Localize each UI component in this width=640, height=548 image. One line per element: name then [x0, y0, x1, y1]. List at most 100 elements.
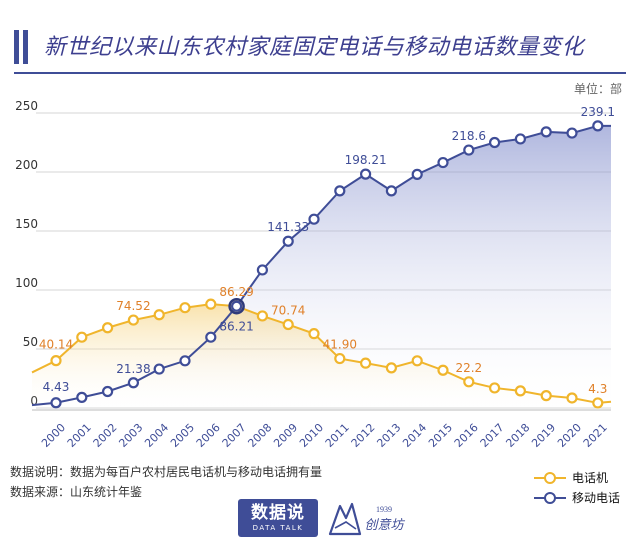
- mobile-data-label: 21.38: [116, 362, 150, 376]
- phone-point: [308, 328, 320, 340]
- y-tick-label: 200: [15, 158, 38, 172]
- chart-notes: 数据说明：数据为每百户农村居民电话机与移动电话拥有量 数据来源：山东统计年鉴: [10, 462, 322, 502]
- phone-point: [489, 382, 501, 394]
- phone-point: [463, 376, 475, 388]
- mobile-point: [411, 168, 423, 180]
- legend-label-mobile: 移动电话: [572, 491, 621, 505]
- x-tick-label: 2014: [400, 421, 429, 450]
- x-tick-label: 2008: [245, 421, 274, 450]
- mobile-point: [437, 156, 449, 169]
- mobile-point: [205, 331, 217, 343]
- title-accent-bars: [14, 30, 32, 66]
- legend-marker-phone: [534, 472, 566, 484]
- mobile-data-label: 198.21: [345, 153, 387, 167]
- x-tick-label: 2004: [142, 421, 171, 450]
- crossover-highlight: [228, 297, 245, 315]
- phone-point: [76, 331, 88, 343]
- mobile-data-label: 4.43: [43, 380, 70, 394]
- data-talk-logo: 数据说 DATA TALK: [238, 499, 318, 537]
- data-description: 数据说明：数据为每百户农村居民电话机与移动电话拥有量: [10, 465, 323, 479]
- phone-point: [540, 390, 552, 402]
- phone-point: [153, 309, 165, 321]
- mobile-data-label: 141.33: [267, 220, 309, 234]
- y-tick-label: 100: [15, 276, 38, 290]
- x-tick-label: 2011: [323, 421, 352, 450]
- x-tick-label: 2000: [39, 421, 68, 450]
- x-tick-label: 2017: [478, 421, 507, 450]
- chart-legend: 电话机 移动电话: [534, 468, 620, 508]
- phone-point: [101, 322, 114, 334]
- phone-data-label: 4.3: [588, 382, 607, 396]
- x-tick-label: 2013: [374, 421, 403, 450]
- phone-point: [127, 314, 139, 326]
- mobile-data-label: 86.21: [219, 319, 253, 333]
- phone-point: [411, 355, 423, 367]
- phone-data-label: 70.74: [271, 304, 305, 318]
- y-tick-label: 150: [15, 217, 38, 231]
- phone-point: [385, 362, 397, 374]
- unit-label: 单位：部: [573, 82, 622, 96]
- mobile-point: [360, 168, 372, 180]
- phone-point: [592, 397, 604, 409]
- mobile-data-label: 239.1: [581, 105, 615, 119]
- x-tick-label: 2012: [349, 421, 378, 450]
- phone-data-label: 40.14: [39, 338, 73, 352]
- x-tick-label: 2007: [220, 421, 249, 450]
- mobile-point: [489, 136, 501, 149]
- x-tick-label: 2005: [168, 421, 197, 450]
- page-title: 新世纪以来山东农村家庭固定电话与移动电话数量变化: [44, 35, 585, 60]
- mobile-area: [32, 125, 611, 408]
- phone-point: [256, 310, 268, 322]
- logo-name: 创意坊: [364, 517, 405, 533]
- x-tick-label: 2003: [116, 421, 145, 450]
- phone-point: [514, 385, 527, 397]
- legend-item-mobile: 移动电话: [534, 488, 620, 508]
- x-tick-label: 2010: [297, 421, 326, 450]
- mobile-point: [514, 133, 527, 145]
- mobile-point: [308, 213, 320, 225]
- y-tick-label: 50: [23, 335, 38, 349]
- mobile-point: [463, 144, 475, 156]
- phone-point: [360, 357, 372, 369]
- x-tick-label: 2020: [555, 421, 584, 450]
- phone-point: [566, 392, 578, 404]
- x-tick-label: 2016: [452, 421, 481, 450]
- phone-point: [334, 352, 346, 365]
- phone-data-label: 22.2: [455, 361, 482, 375]
- phone-point: [282, 318, 294, 331]
- title-divider: [14, 72, 626, 74]
- y-tick-label: 250: [15, 99, 38, 113]
- mobile-point: [231, 300, 243, 312]
- legend-item-phone: 电话机: [534, 468, 620, 488]
- mobile-point: [592, 120, 604, 132]
- mobile-point: [50, 397, 62, 409]
- x-tick-label: 2019: [529, 421, 558, 450]
- x-tick-label: 2009: [271, 421, 300, 450]
- phone-point: [437, 364, 449, 376]
- logo-year: 1939: [376, 505, 392, 514]
- mobile-point: [256, 264, 268, 276]
- mobile-point: [127, 377, 139, 389]
- phone-data-label: 74.52: [116, 299, 150, 313]
- mobile-point: [101, 385, 114, 398]
- mobile-point: [179, 355, 191, 367]
- mobile-point: [385, 185, 397, 197]
- creative-workshop-logo: 1939 创意坊: [328, 502, 405, 536]
- x-tick-label: 2021: [581, 421, 610, 450]
- phone-point: [205, 298, 217, 310]
- phone-data-label: 41.90: [323, 338, 357, 352]
- mobile-point: [153, 363, 165, 375]
- mobile-point: [540, 126, 552, 138]
- data-source: 数据来源：山东统计年鉴: [10, 485, 143, 499]
- mobile-point: [76, 391, 88, 403]
- phone-point: [179, 302, 191, 314]
- x-tick-label: 2001: [65, 421, 94, 450]
- x-tick-label: 2018: [503, 421, 532, 450]
- mobile-point: [334, 185, 346, 197]
- legend-marker-mobile: [534, 492, 566, 504]
- phone-data-label: 86.29: [219, 285, 253, 299]
- x-tick-label: 2006: [194, 421, 223, 450]
- legend-label-phone: 电话机: [572, 471, 609, 485]
- mobile-data-label: 218.6: [452, 129, 486, 143]
